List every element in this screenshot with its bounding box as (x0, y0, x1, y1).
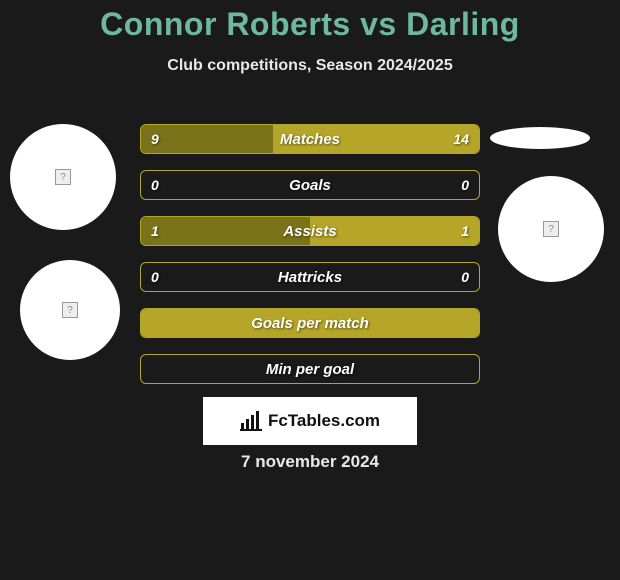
player-avatar-right: ? (498, 176, 604, 282)
chart-icon (240, 411, 262, 431)
logo-text: FcTables.com (268, 411, 380, 431)
stat-row: 0 Hattricks 0 (140, 262, 480, 292)
stat-value-right: 14 (453, 131, 469, 147)
stat-label: Goals (141, 171, 479, 199)
stat-row: 0 Goals 0 (140, 170, 480, 200)
subtitle: Club competitions, Season 2024/2025 (0, 57, 620, 75)
stat-row: Goals per match (140, 308, 480, 338)
stat-row: 9 Matches 14 (140, 124, 480, 154)
stat-label: Goals per match (141, 309, 479, 337)
stat-label: Assists (141, 217, 479, 245)
fctables-logo: FcTables.com (203, 397, 417, 445)
stat-value-right: 0 (461, 269, 469, 285)
player-avatar-left-1: ? (10, 124, 116, 230)
date-label: 7 november 2024 (0, 452, 620, 472)
stat-value-right: 0 (461, 177, 469, 193)
stats-bars: 9 Matches 14 0 Goals 0 1 Assists 1 0 Hat… (140, 124, 480, 400)
stat-value-right: 1 (461, 223, 469, 239)
decorative-ellipse (490, 127, 590, 149)
stat-label: Matches (141, 125, 479, 153)
stat-label: Hattricks (141, 263, 479, 291)
stat-row: Min per goal (140, 354, 480, 384)
stat-row: 1 Assists 1 (140, 216, 480, 246)
placeholder-icon: ? (62, 302, 78, 318)
player-avatar-left-2: ? (20, 260, 120, 360)
stat-label: Min per goal (141, 355, 479, 383)
placeholder-icon: ? (55, 169, 71, 185)
placeholder-icon: ? (543, 221, 559, 237)
page-title: Connor Roberts vs Darling (0, 0, 620, 43)
